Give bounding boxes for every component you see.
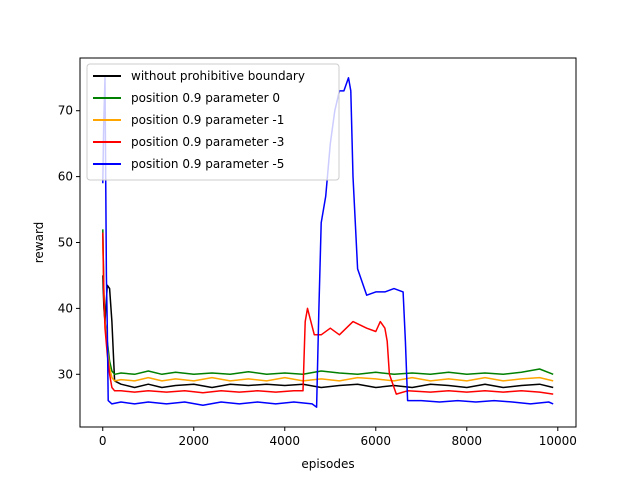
x-tick-label: 2000 <box>178 434 209 448</box>
series-line-3 <box>102 232 554 395</box>
x-tick-label: 0 <box>99 434 107 448</box>
y-tick-label: 50 <box>58 236 73 250</box>
x-tick-label: 4000 <box>269 434 300 448</box>
series-line-0 <box>102 275 554 389</box>
x-tick-label: 6000 <box>361 434 392 448</box>
legend-box <box>86 63 340 181</box>
y-axis-ticks: 30 40 50 60 70 <box>58 104 80 381</box>
legend-label-0: without prohibitive boundary <box>131 69 305 83</box>
x-axis-ticks: 0 2000 4000 6000 8000 10000 <box>99 427 577 448</box>
series-line-2 <box>102 242 554 382</box>
x-tick-label: 8000 <box>452 434 483 448</box>
y-tick-label: 40 <box>58 301 73 315</box>
y-axis-label: reward <box>32 222 46 264</box>
x-tick-label: 10000 <box>539 434 577 448</box>
series-line-1 <box>102 229 554 376</box>
x-axis-label: episodes <box>301 457 354 471</box>
legend-label-3: position 0.9 parameter -3 <box>131 135 284 149</box>
legend: without prohibitive boundary position 0.9… <box>86 63 340 181</box>
legend-label-1: position 0.9 parameter 0 <box>131 91 280 105</box>
y-tick-label: 70 <box>58 104 73 118</box>
legend-label-4: position 0.9 parameter -5 <box>131 157 284 171</box>
y-tick-label: 60 <box>58 170 73 184</box>
legend-label-2: position 0.9 parameter -1 <box>131 113 284 127</box>
y-tick-label: 30 <box>58 367 73 381</box>
